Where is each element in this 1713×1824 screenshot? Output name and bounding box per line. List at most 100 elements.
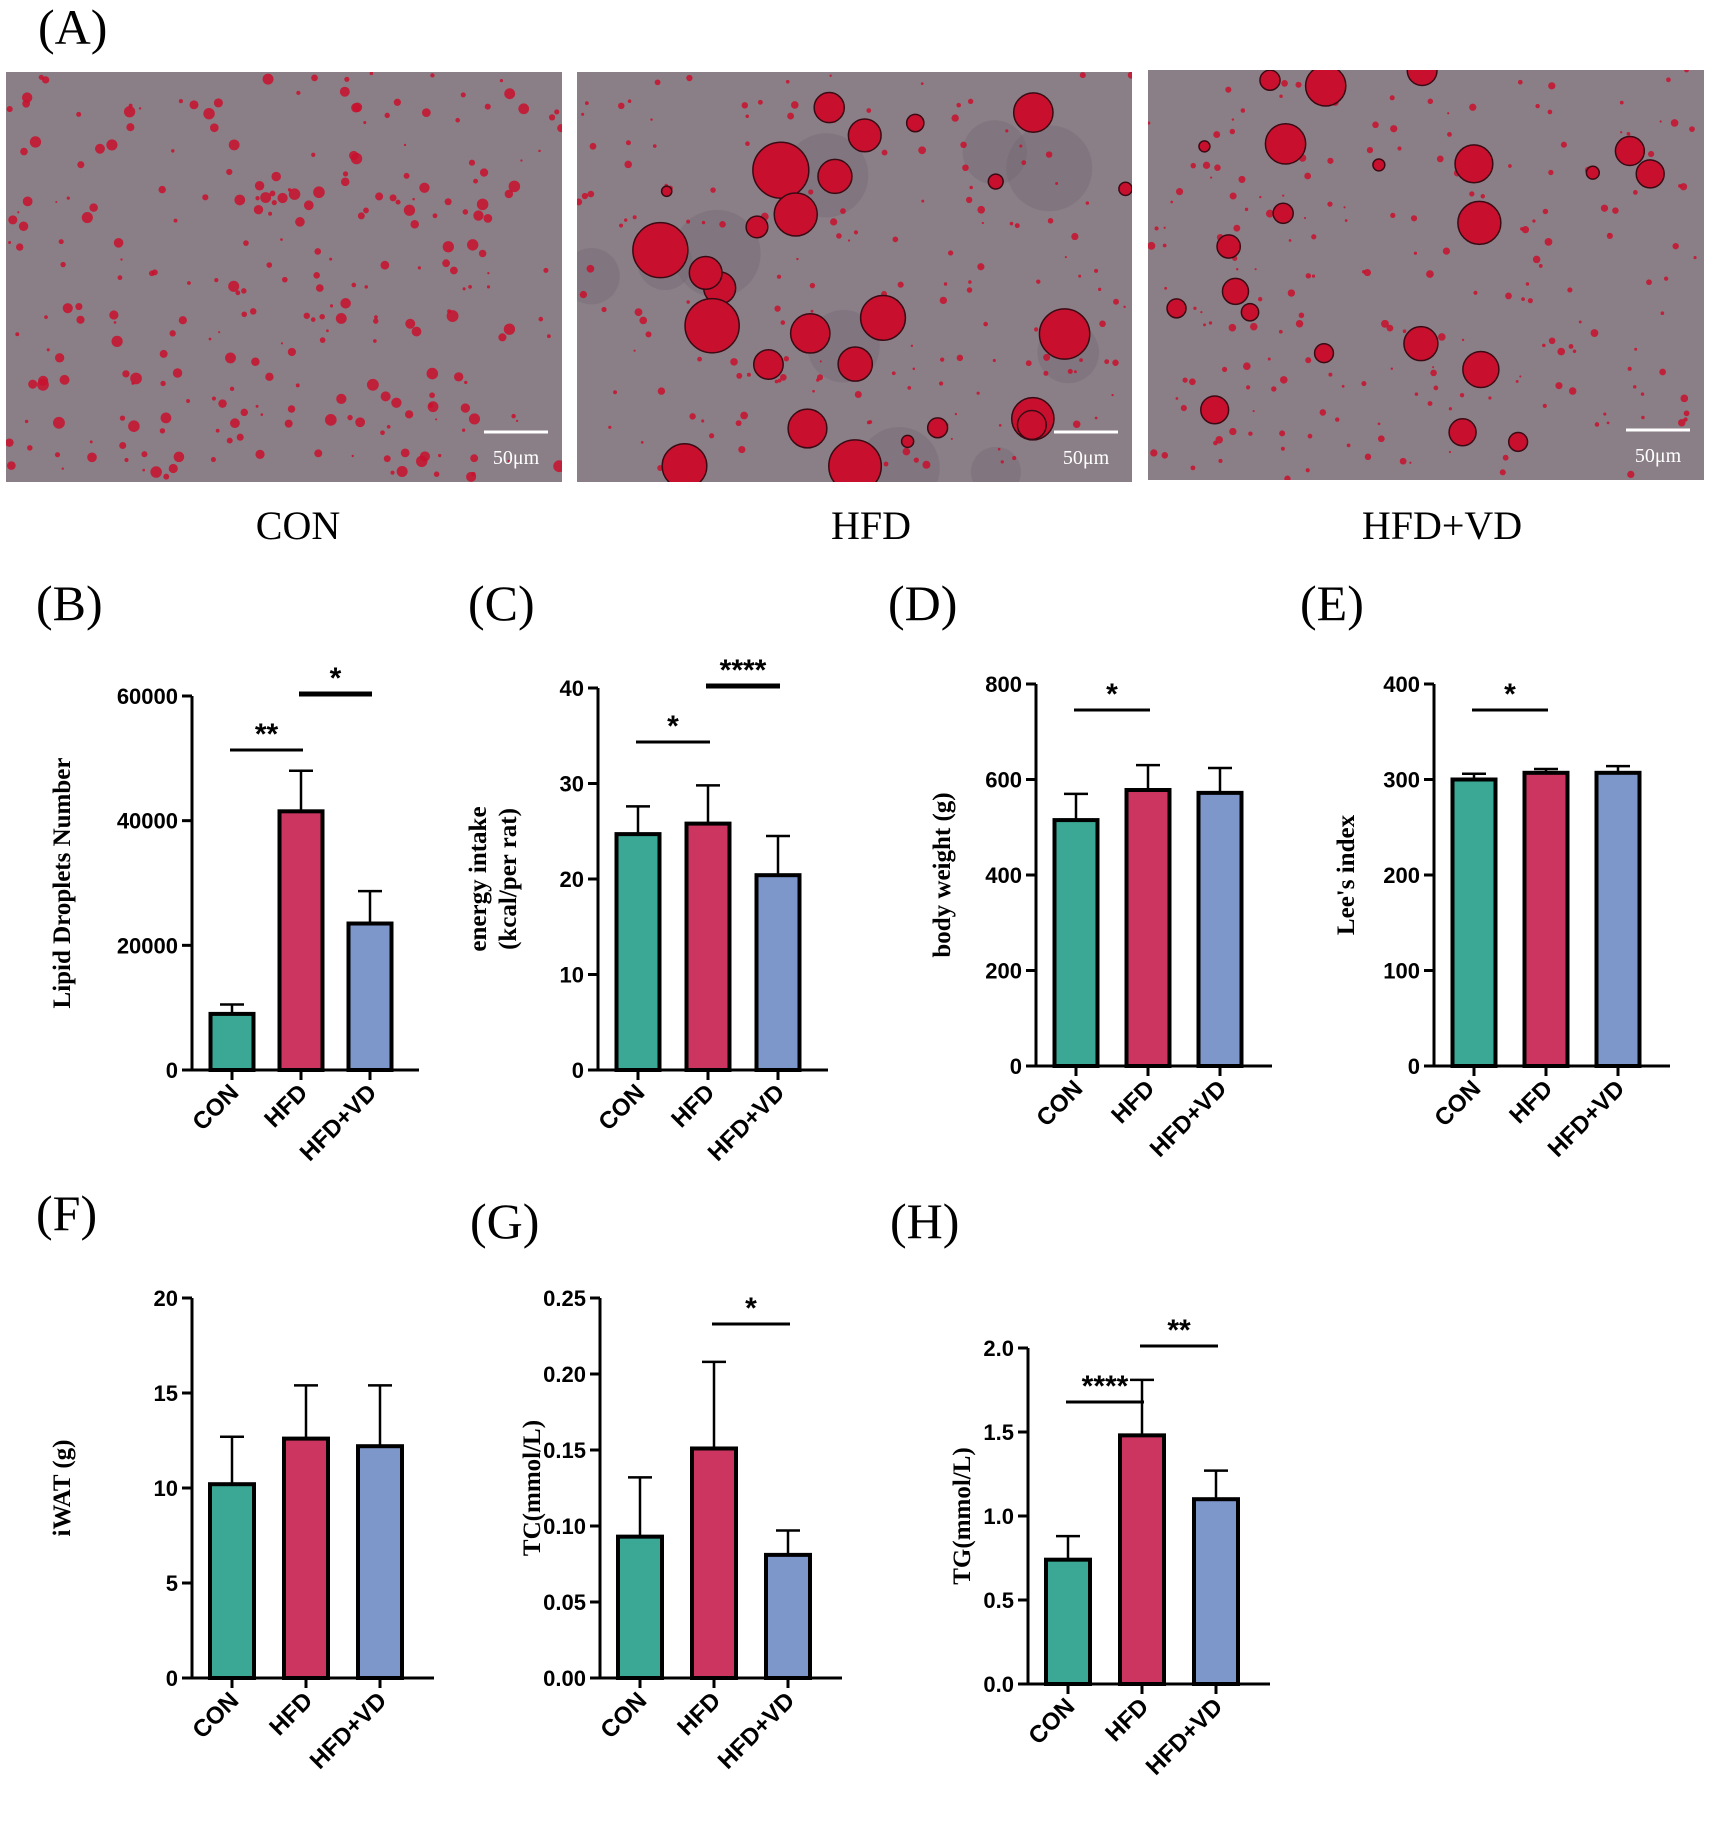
bar-hfd-vd: [1594, 770, 1642, 1068]
bar-hfd-vd: [356, 1444, 404, 1680]
micrograph-hfd-vd: 50μm: [1148, 70, 1704, 480]
y-tick-label: 5: [166, 1571, 178, 1596]
panel-label-b: (B): [36, 575, 103, 631]
panel-label-a: (A): [38, 0, 108, 55]
bar-hfd: [277, 809, 325, 1072]
x-tick-label: HFD+VD: [713, 1687, 800, 1774]
panel-label-g: (G): [470, 1193, 540, 1249]
x-tick-label: HFD: [1100, 1693, 1154, 1747]
bar-hfd: [1118, 1433, 1166, 1686]
y-tick-label: 1.5: [983, 1420, 1014, 1445]
x-tick-label: HFD+VD: [295, 1079, 382, 1166]
y-tick-label: 0.25: [543, 1286, 586, 1311]
y-tick-label: 15: [154, 1381, 178, 1406]
bar-con: [1044, 1557, 1092, 1686]
chart-h-tg: 0.0 0.5 1.0 1.5 2.0 CON HFD HFD+VD **** ** TG(mmol…: [880, 1260, 1270, 1820]
y-tick-label: 0.10: [543, 1514, 586, 1539]
x-tick-label: HFD: [1504, 1075, 1558, 1129]
y-tick-label: 0.15: [543, 1438, 586, 1463]
bar-con: [1450, 777, 1498, 1068]
chart-f-iwat: 0 5 10 15 20 CON HFD HFD+VD iWAT (g): [20, 1260, 434, 1820]
y-tick-label: 800: [985, 672, 1022, 697]
x-tick-label: CON: [595, 1687, 652, 1744]
chart-d-body-weight: 0 200 400 600 800 CON HFD HFD+VD * body weight (g…: [860, 640, 1272, 1163]
y-tick-label: 0.05: [543, 1590, 586, 1615]
bar-hfd: [684, 821, 732, 1072]
x-tick-label: HFD: [672, 1687, 726, 1741]
bar-con: [616, 1534, 664, 1681]
y-tick-label: 0: [1408, 1054, 1420, 1079]
y-tick-label: 30: [560, 772, 584, 797]
chart-b-lipid-droplets: 0 20000 40000 60000 CON HFD HFD+VD ** * Lipid Dro…: [20, 640, 419, 1167]
y-tick-label: 40: [560, 676, 584, 701]
chart-e-lees-index: 0 100 200 300 400 CON HFD HFD+VD * Lee's index: [1270, 640, 1700, 1163]
y-axis-label: TC(mmol/L): [519, 1420, 546, 1556]
x-tick-label: HFD+VD: [305, 1687, 392, 1774]
y-tick-label: 200: [985, 959, 1022, 984]
panel-label-c: (C): [468, 575, 535, 631]
significance-label: **: [1167, 1314, 1191, 1347]
y-tick-label: 40000: [117, 809, 178, 834]
y-axis-label: body weight (g): [929, 792, 956, 957]
y-tick-label: 200: [1383, 863, 1420, 888]
significance-label: *: [745, 1292, 757, 1325]
x-tick-label: CON: [1023, 1693, 1080, 1750]
significance-label: *: [1504, 678, 1516, 711]
x-tick-label: CON: [187, 1687, 244, 1744]
y-tick-label: 0: [1010, 1054, 1022, 1079]
x-tick-label: HFD: [1106, 1075, 1160, 1129]
y-tick-label: 0.5: [983, 1588, 1014, 1613]
bar-con: [1052, 818, 1100, 1068]
y-tick-label: 2.0: [983, 1336, 1014, 1361]
y-tick-label: 1.0: [983, 1504, 1014, 1529]
scale-bar-label: 50μm: [1063, 447, 1110, 469]
scale-bar-label: 50μm: [493, 447, 540, 469]
x-tick-label: HFD+VD: [703, 1079, 790, 1166]
panel-label-f: (F): [36, 1185, 98, 1241]
significance-label: *: [1106, 678, 1118, 711]
bar-hfd-vd: [754, 873, 802, 1072]
y-tick-label: 0.20: [543, 1362, 586, 1387]
y-tick-label: 10: [154, 1476, 178, 1501]
y-tick-label: 20000: [117, 933, 178, 958]
y-tick-label: 10: [560, 963, 584, 988]
x-tick-label: HFD+VD: [1141, 1693, 1228, 1780]
x-tick-label: CON: [1429, 1075, 1486, 1132]
y-tick-label: 0.00: [543, 1666, 586, 1691]
y-tick-label: 400: [1383, 672, 1420, 697]
bar-hfd-vd: [346, 921, 394, 1072]
bar-hfd: [1124, 788, 1172, 1068]
panel-label-d: (D): [888, 575, 958, 631]
panel-label-h: (H): [890, 1193, 960, 1249]
y-tick-label: 0: [166, 1058, 178, 1083]
scale-bar-label: 50μm: [1635, 445, 1682, 467]
y-tick-label: 0: [572, 1058, 584, 1083]
y-tick-label: 60000: [117, 684, 178, 709]
y-axis-label: Lee's index: [1333, 814, 1360, 935]
chart-g-tc: 0.00 0.05 0.10 0.15 0.20 0.25 CON HFD HFD+VD * TC(…: [450, 1260, 842, 1820]
x-tick-label: HFD: [666, 1079, 720, 1133]
bar-hfd: [282, 1436, 330, 1680]
significance-label: *: [667, 710, 679, 743]
micrograph-caption-con: CON: [255, 503, 341, 548]
bar-hfd-vd: [764, 1552, 812, 1681]
y-axis-label: energy intake: [465, 806, 492, 951]
significance-label: ****: [720, 654, 767, 687]
y-tick-label: 600: [985, 768, 1022, 793]
x-tick-label: HFD: [259, 1079, 313, 1133]
y-tick-label: 0.0: [983, 1672, 1014, 1697]
significance-label: *: [330, 662, 342, 695]
y-axis-label: TG(mmol/L): [949, 1447, 976, 1585]
bar-con: [208, 1482, 256, 1680]
x-tick-label: HFD+VD: [1543, 1075, 1630, 1162]
y-axis-label-unit: (kcal/per rat): [495, 808, 522, 950]
x-tick-label: HFD+VD: [1145, 1075, 1232, 1162]
micrograph-caption-hfd: HFD: [830, 503, 912, 548]
bar-con: [208, 1011, 256, 1072]
y-axis-label: Lipid Droplets Number: [49, 758, 76, 1009]
bar-hfd: [690, 1446, 738, 1680]
chart-c-energy-intake: 0 10 20 30 40 CON HFD HFD+VD * **** energy intake(…: [450, 640, 830, 1167]
y-axis-label: iWAT (g): [49, 1440, 76, 1537]
y-tick-label: 100: [1383, 959, 1420, 984]
x-tick-label: CON: [593, 1079, 650, 1136]
